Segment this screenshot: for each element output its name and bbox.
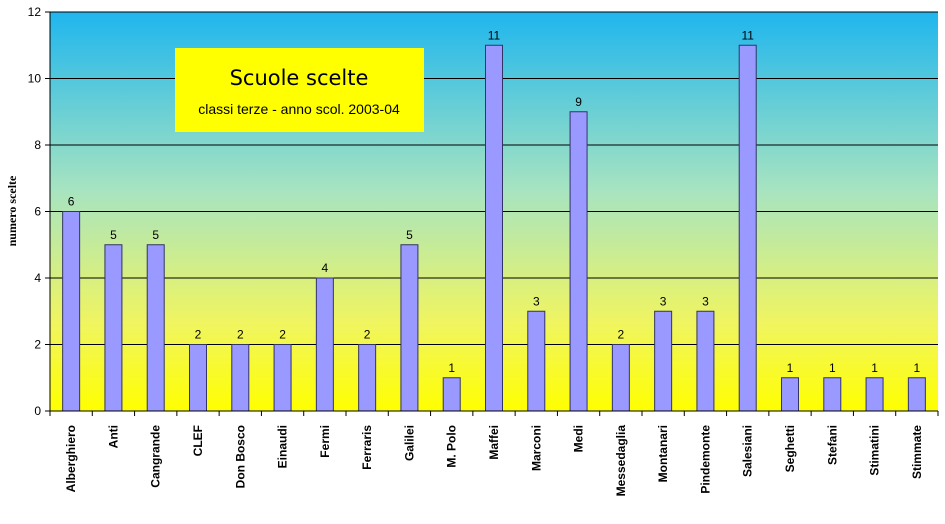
bar-pindemonte (696, 310, 715, 412)
bar-fermi (315, 277, 334, 412)
data-label: 11 (741, 28, 754, 42)
bar-stefani (823, 377, 842, 412)
category-label: Montanari (656, 425, 670, 482)
category-label: Cangrande (149, 425, 163, 488)
data-label: 2 (237, 328, 244, 342)
bar-einaudi (273, 344, 292, 412)
data-label: 2 (195, 328, 202, 342)
title-background (175, 48, 424, 132)
data-label: 5 (406, 228, 413, 242)
data-label: 1 (787, 361, 794, 375)
chart-title: Scuole scelte (230, 66, 369, 90)
bar-clef (189, 344, 207, 412)
data-label: 1 (914, 361, 921, 375)
category-label: Alberghiero (64, 425, 78, 492)
bar-maffei (485, 44, 503, 412)
bar-anti (104, 244, 123, 412)
bar-salesiani (738, 44, 757, 412)
data-label: 11 (488, 28, 501, 42)
category-label: Fermi (318, 425, 332, 458)
bar-seghetti (781, 377, 799, 412)
data-label: 3 (533, 294, 540, 308)
bar-montanari (654, 310, 673, 412)
data-label: 3 (702, 294, 709, 308)
y-tick-label: 2 (34, 338, 41, 352)
data-label: 2 (364, 328, 371, 342)
data-label: 1 (871, 361, 878, 375)
axes (45, 11, 939, 416)
data-label: 5 (152, 228, 159, 242)
bar-cangrande (146, 244, 165, 412)
bar-alberghiero (62, 211, 81, 412)
bars (62, 44, 926, 412)
data-label: 2 (279, 328, 286, 342)
data-label: 9 (575, 95, 582, 109)
y-tick-label: 8 (34, 138, 41, 152)
chart-title-box: Scuole scelte classi terze - anno scol. … (175, 48, 424, 132)
y-tick-label: 4 (34, 271, 41, 285)
category-label: M. Polo (445, 425, 459, 468)
bar-stimatini (865, 377, 884, 412)
bar-marconi (527, 310, 546, 412)
chart-subtitle: classi terze - anno scol. 2003-04 (198, 101, 400, 117)
category-label: Medi (572, 425, 586, 452)
bar-stimmate (907, 377, 926, 412)
bar-medi (569, 111, 588, 412)
category-label: Anti (106, 425, 120, 448)
data-label: 5 (110, 228, 117, 242)
category-label: Galilei (402, 425, 416, 461)
category-label: Don Bosco (233, 425, 247, 488)
data-label: 1 (829, 361, 836, 375)
data-label: 4 (322, 261, 329, 275)
bar-don-bosco (231, 344, 250, 412)
category-label: Salesiani (741, 425, 755, 477)
category-label: Pindemonte (698, 425, 712, 494)
data-label: 2 (618, 328, 625, 342)
y-tick-label: 6 (34, 205, 41, 219)
data-label: 6 (68, 195, 75, 209)
data-label: 1 (448, 361, 455, 375)
category-label: Marconi (529, 425, 543, 471)
y-axis-label: numero scelte (5, 175, 19, 246)
category-label: Stefani (825, 425, 839, 465)
category-label: Maffei (487, 425, 501, 460)
bar-galilei (400, 244, 419, 412)
category-label: CLEF (191, 425, 205, 456)
data-label: 3 (660, 294, 667, 308)
category-label: Stimmate (910, 425, 924, 479)
bar-messedaglia (611, 344, 630, 412)
y-tick-label: 12 (28, 5, 42, 19)
category-label: Stimatini (868, 425, 882, 476)
y-tick-label: 10 (28, 72, 42, 86)
category-label: Einaudi (276, 425, 290, 468)
category-label: Ferraris (360, 425, 374, 470)
labels: 0246810126Alberghiero5Anti5Cangrande2CLE… (28, 5, 924, 496)
y-tick-label: 0 (34, 404, 41, 418)
category-label: Messedaglia (614, 425, 628, 497)
bar-ferraris (358, 344, 377, 412)
bar-m-polo (442, 377, 461, 412)
category-label: Seghetti (783, 425, 797, 472)
